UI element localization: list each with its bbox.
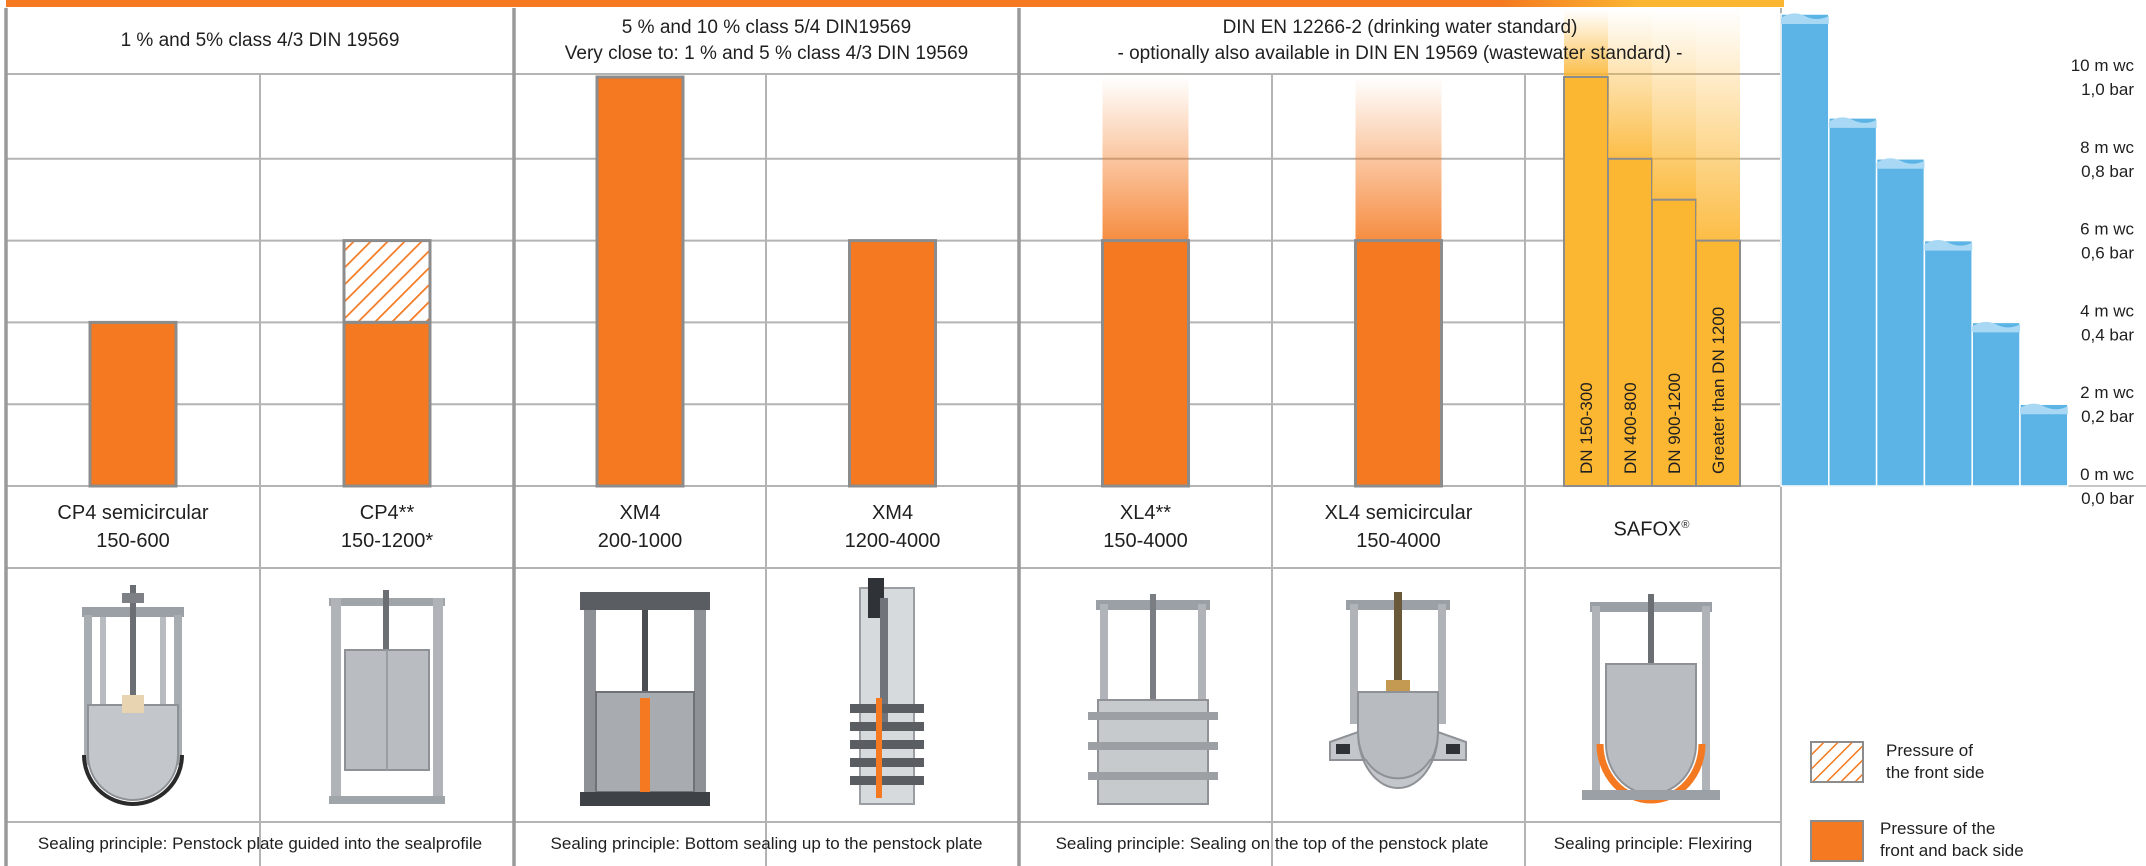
product-range: 150-4000 <box>1103 530 1188 552</box>
legend-front-side-label: Pressure of the front side <box>1886 740 1984 784</box>
axis-label-wc: 6 m wc <box>2080 220 2134 239</box>
product-name: XM4 <box>871 502 914 524</box>
water-column <box>2019 403 2069 487</box>
bar-front-side <box>342 239 432 324</box>
sealing-principle-1: Sealing principle: Penstock plate guided… <box>37 834 483 853</box>
group-header-2-line1: 5 % and 10 % class 5/4 DIN19569 <box>621 17 912 38</box>
axis-label-bar: 0,6 bar <box>2081 244 2134 263</box>
safox-bar-fade <box>1564 10 1608 77</box>
product-label-7: SAFOX® <box>1525 486 1778 568</box>
axis-label-bar: 0,2 bar <box>2081 407 2134 426</box>
penstock-xm4-photo-icon <box>580 592 710 806</box>
bar-both-sides <box>1101 239 1190 488</box>
product-range: 150-4000 <box>1356 530 1441 552</box>
product-label-2: CP4** 150-1200* <box>260 486 514 568</box>
water-wave <box>1828 117 1877 128</box>
legend-front-line1: Pressure of <box>1886 741 1973 760</box>
safox-bar <box>1607 157 1653 488</box>
safox-bar <box>1563 76 1609 487</box>
product-name: XL4 semicircular <box>1324 502 1473 524</box>
bar-both-sides <box>848 239 937 488</box>
penstock-frame-photo-icon <box>329 590 445 804</box>
safox-bar-label: Greater than DN 1200 <box>1709 307 1728 474</box>
product-label-5: XL4** 150-4000 <box>1019 486 1272 568</box>
legend-both-line2: front and back side <box>1880 841 2024 860</box>
product-name: XM4 <box>619 502 661 524</box>
group-header-1: 1 % and 5% class 4/3 DIN 19569 <box>6 8 514 74</box>
safox-bar-fade <box>1652 10 1696 200</box>
safox-bar-fade <box>1608 10 1652 159</box>
water-wave <box>1972 321 2020 333</box>
axis-label-bar: 0,8 bar <box>2081 162 2134 181</box>
sealing-principle-4: Sealing principle: Flexiring <box>1553 834 1753 853</box>
legend-front-side-swatch <box>1810 741 1864 783</box>
product-range: 150-600 <box>96 530 170 552</box>
bar-extension-fade <box>1102 77 1189 241</box>
group-header-3-line1: DIN EN 12266-2 (drinking water standard) <box>1222 17 1578 38</box>
product-label-6: XL4 semicircular 150-4000 <box>1272 486 1525 568</box>
axis-label-wc: 2 m wc <box>2080 383 2134 402</box>
safox-bar <box>1651 198 1697 487</box>
bar-both-sides <box>88 320 178 488</box>
product-name: SAFOX <box>1613 518 1682 541</box>
legend-front-line2: the front side <box>1886 763 1985 782</box>
product-name: CP4** <box>359 502 415 524</box>
axis-label-wc: 8 m wc <box>2080 138 2134 157</box>
penstock-safox-photo-icon <box>1582 594 1720 804</box>
water-wave <box>1876 158 1925 169</box>
safox-bar-label: DN 150-300 <box>1577 382 1596 474</box>
product-range: 200-1000 <box>597 530 683 552</box>
group-header-1-line1: 1 % and 5% class 4/3 DIN 19569 <box>120 30 400 51</box>
group-header-3: DIN EN 12266-2 (drinking water standard)… <box>1019 8 1781 74</box>
penstock-tall-photo-icon <box>850 578 924 805</box>
product-label-1: CP4 semicircular 150-600 <box>6 486 260 568</box>
axis-label-bar: 0,4 bar <box>2081 325 2134 344</box>
product-range: 1200-4000 <box>844 530 941 552</box>
water-column <box>1875 158 1926 487</box>
sealing-principle-2: Sealing principle: Bottom sealing up to … <box>550 834 983 853</box>
penstock-xl4-photo-icon <box>1088 594 1218 805</box>
axis-label-wc: 4 m wc <box>2080 301 2134 320</box>
axis-label-bar: 0,0 bar <box>2081 489 2134 508</box>
water-column <box>1971 321 2021 487</box>
water-column <box>1923 239 1973 487</box>
registered-mark: ® <box>1681 518 1690 531</box>
product-label-4: XM4 1200-4000 <box>766 486 1019 568</box>
bar-both-sides <box>595 75 685 488</box>
penstock-semicircular-photo-icon <box>82 585 184 806</box>
penstock-xl4-semicircular-photo-icon <box>1329 592 1467 789</box>
bar-both-sides <box>1354 239 1443 488</box>
safox-bar <box>1695 239 1741 487</box>
sealing-principle-3: Sealing principle: Sealing on the top of… <box>1055 834 1489 853</box>
safox-bar-label: DN 900-1200 <box>1665 373 1684 474</box>
bar-both-sides <box>342 320 432 488</box>
top-stripe <box>6 0 1784 7</box>
water-wave <box>1781 13 1829 24</box>
safox-bar-fade <box>1696 10 1740 241</box>
product-name: XL4** <box>1119 502 1172 524</box>
axis-label-wc: 10 m wc <box>2071 56 2135 75</box>
axis-label-wc: 0 m wc <box>2080 465 2134 484</box>
product-name-with-mark: SAFOX® <box>1614 511 1690 544</box>
water-column <box>1828 117 1878 487</box>
safox-bar-label: DN 400-800 <box>1621 382 1640 474</box>
product-name: CP4 semicircular <box>57 502 209 524</box>
group-header-2-line2: Very close to: 1 % and 5 % class 4/3 DIN… <box>564 43 969 64</box>
group-header-3-line2: - optionally also available in DIN EN 19… <box>1117 43 1683 64</box>
bar-extension-fade <box>1355 77 1442 241</box>
product-range: 150-1200* <box>340 530 434 552</box>
water-column <box>1780 13 1830 487</box>
legend-both-sides-swatch <box>1810 820 1864 862</box>
axis-label-bar: 1,0 bar <box>2081 80 2134 99</box>
legend-both-line1: Pressure of the <box>1880 819 1996 838</box>
water-wave <box>1924 240 1973 251</box>
water-wave <box>2020 403 2068 415</box>
group-header-2: 5 % and 10 % class 5/4 DIN19569 Very clo… <box>514 8 1019 74</box>
legend-both-sides-label: Pressure of the front and back side <box>1880 818 2024 862</box>
product-label-3: XM4 200-1000 <box>514 486 766 568</box>
